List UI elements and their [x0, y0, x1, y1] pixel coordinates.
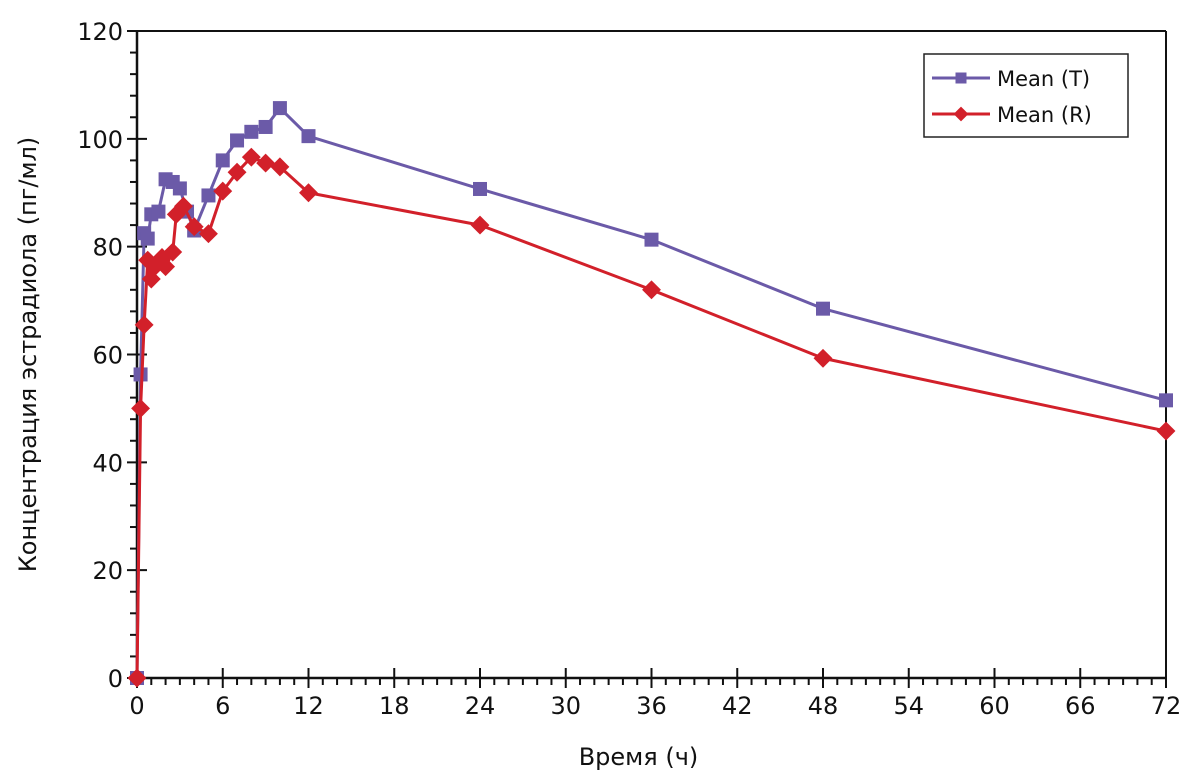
legend-diamond-icon	[953, 106, 969, 122]
x-tick-label: 36	[636, 692, 667, 720]
data-point	[151, 204, 166, 219]
y-tick-label: 40	[92, 449, 123, 477]
series	[127, 101, 1176, 688]
data-point	[230, 133, 245, 148]
x-tick-label: 72	[1151, 692, 1182, 720]
legend-item: Mean (R)	[932, 103, 1092, 127]
y-tick-label: 100	[77, 126, 123, 154]
x-axis-title: Время (ч)	[579, 743, 699, 771]
data-point	[299, 183, 318, 203]
data-point	[201, 188, 216, 203]
data-point	[1156, 421, 1176, 441]
data-point	[470, 215, 490, 235]
x-tick-label: 66	[1065, 692, 1096, 720]
data-point	[227, 162, 247, 182]
y-tick-label: 80	[92, 234, 123, 262]
x-tick-label: 30	[550, 692, 581, 720]
x-tick-label: 0	[129, 692, 144, 720]
x-tick-label: 18	[379, 692, 410, 720]
data-point	[213, 181, 233, 201]
x-tick-label: 42	[722, 692, 753, 720]
data-point	[156, 257, 176, 277]
data-point	[644, 232, 659, 247]
x-tick-label: 12	[293, 692, 324, 720]
series-line	[135, 106, 1167, 679]
y-tick-label: 20	[92, 557, 123, 585]
data-point	[473, 181, 487, 196]
data-point	[241, 147, 261, 167]
data-point	[258, 119, 273, 134]
y-tick-label: 120	[77, 18, 123, 46]
data-point	[172, 181, 187, 196]
series-mean-r	[127, 147, 1176, 688]
data-point	[1159, 393, 1173, 408]
data-point	[173, 196, 193, 216]
data-point	[301, 129, 316, 144]
legend: Mean (T) Mean (R)	[923, 53, 1129, 138]
data-point	[256, 153, 276, 173]
y-tick-label: 60	[92, 342, 123, 370]
x-tick-label: 24	[465, 692, 496, 720]
legend-item: Mean (T)	[932, 67, 1090, 91]
x-tick-label: 48	[808, 692, 839, 720]
legend-square-icon	[955, 72, 967, 84]
data-point	[134, 315, 154, 335]
y-axis-title: Концентрация эстрадиола (пг/мл)	[14, 137, 42, 573]
legend-label: Mean (T)	[997, 67, 1090, 91]
y-tick-label: 0	[108, 665, 123, 693]
x-tick-label: 60	[979, 692, 1010, 720]
x-tick-label: 54	[893, 692, 924, 720]
data-point	[816, 301, 830, 316]
data-point	[813, 348, 833, 368]
data-point	[244, 124, 259, 139]
data-point	[131, 398, 151, 418]
series-mean-t	[130, 101, 1173, 685]
data-point	[642, 280, 661, 300]
data-point	[199, 224, 218, 244]
data-point	[272, 101, 287, 116]
legend-label: Mean (R)	[997, 103, 1092, 127]
legend-box	[923, 53, 1129, 138]
data-point	[184, 217, 204, 237]
x-tick-label: 6	[215, 692, 230, 720]
data-point	[140, 231, 155, 246]
ticks: 0 20 40 60 80 100 120 0 6 12 18 24 30 36 42 48 54 60 66 72	[77, 18, 1181, 720]
data-point	[270, 157, 290, 177]
data-point	[163, 242, 183, 262]
data-point	[127, 668, 147, 688]
data-point	[215, 153, 230, 168]
